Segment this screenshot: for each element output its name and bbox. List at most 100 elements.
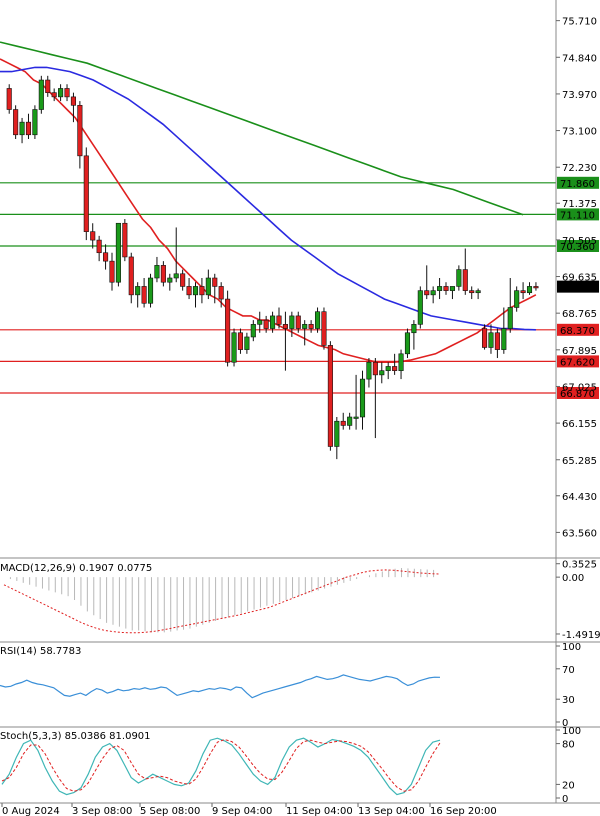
candle-body	[327, 345, 333, 447]
stoch-title: Stoch(5,3,3) 85.0386 81.0901	[0, 731, 151, 742]
price-level-label: 66.870	[560, 389, 595, 400]
candle-body	[430, 290, 436, 296]
candle-body	[212, 277, 218, 287]
candle-body	[257, 319, 263, 325]
candle-body	[308, 324, 314, 329]
candle-body	[6, 88, 12, 110]
candle-body	[96, 239, 102, 254]
ma-blue-line	[0, 66, 536, 331]
candle-body	[147, 277, 154, 304]
price-tick-label: 70.505	[562, 236, 597, 247]
price-tick-label: 74.840	[562, 53, 597, 64]
candle-body	[90, 231, 96, 241]
candle-body	[443, 286, 449, 291]
price-level-tag	[557, 323, 599, 336]
candle-body	[19, 121, 25, 136]
candle-body	[417, 290, 423, 325]
price-level-tag	[557, 208, 599, 221]
candle-body	[302, 324, 308, 329]
rsi-tick-label: 100	[562, 642, 581, 653]
candle-body	[449, 286, 455, 291]
candle-body	[411, 324, 417, 334]
stoch-panel: Stoch(5,3,3) 85.0386 81.0901	[0, 731, 441, 796]
price-level-label: 70.360	[560, 242, 595, 253]
candle-body	[83, 155, 89, 232]
price-level-label: 68.370	[560, 326, 595, 337]
price-tick-label: 73.970	[562, 90, 597, 101]
time-tick-label: 9 Sep 04:00	[212, 806, 272, 816]
candle-body	[482, 328, 488, 348]
candle-body	[115, 222, 121, 283]
price-level-tag	[557, 386, 599, 399]
candle-body	[456, 269, 462, 287]
price-level-tag	[557, 355, 599, 368]
candle-body	[379, 370, 385, 376]
stoch-tick-label: 0	[562, 794, 568, 805]
candle-body	[51, 92, 57, 98]
candle-body	[475, 290, 481, 294]
price-tick-label: 73.100	[562, 127, 597, 138]
candle-body	[13, 109, 19, 136]
candle-body	[141, 286, 147, 304]
candle-body	[404, 332, 411, 355]
price-level-tag	[557, 239, 599, 252]
candle-body	[321, 311, 327, 346]
candle-body	[160, 265, 166, 283]
stoch-k-line	[1, 737, 441, 796]
time-tick-label: 13 Sep 04:00	[358, 806, 425, 816]
candle-body	[244, 336, 250, 350]
candle-body	[334, 420, 340, 447]
candle-body	[366, 361, 372, 380]
candle-body	[58, 88, 64, 98]
candle-body	[501, 328, 507, 350]
price-level-label: 67.620	[560, 357, 595, 368]
candle-body	[520, 290, 526, 294]
price-tick-label: 68.765	[562, 309, 597, 320]
rsi-title: RSI(14) 58.7783	[0, 646, 81, 657]
candle-body	[205, 277, 211, 296]
candle-body	[77, 105, 83, 157]
candle-body	[462, 269, 468, 291]
macd-tick-label: -1.4919	[562, 630, 600, 641]
candle-body	[392, 366, 398, 371]
candle-body	[135, 286, 141, 296]
candle-body	[263, 319, 269, 329]
candle-body	[359, 378, 366, 418]
stoch-tick-label: 80	[562, 740, 575, 751]
price-tick-label: 65.285	[562, 456, 597, 467]
candle-body	[353, 416, 359, 419]
price-tick-label: 63.560	[562, 528, 597, 539]
rsi-tick-label: 0	[562, 718, 568, 729]
stoch-d-line	[1, 738, 441, 792]
rsi-panel: RSI(14) 58.7783	[0, 646, 441, 699]
candle-body	[526, 286, 533, 294]
price-level-label: 71.860	[560, 179, 595, 190]
price-tick-label: 66.155	[562, 419, 597, 430]
time-tick-label: 3 Sep 08:00	[72, 806, 132, 816]
candle-body	[237, 332, 244, 350]
macd-tick-label: 0.3525	[562, 560, 597, 571]
candle-body	[192, 286, 199, 296]
macd-signal-line	[3, 569, 441, 634]
time-tick-label: 5 Sep 08:00	[140, 806, 200, 816]
candle-body	[167, 277, 173, 283]
candle-body	[507, 307, 513, 329]
candle-body	[282, 324, 288, 329]
candle-body	[469, 290, 475, 294]
price-tick-label: 67.025	[562, 382, 597, 393]
candle-body	[128, 256, 134, 296]
candle-body	[70, 96, 76, 106]
candle-body	[514, 290, 520, 308]
candle-body	[437, 286, 443, 291]
candle-body	[186, 286, 192, 296]
macd-title: MACD(12,26,9) 0.1907 0.0775	[0, 563, 152, 574]
time-tick-label: 0 Aug 2024	[2, 806, 60, 816]
macd-panel: MACD(12,26,9) 0.1907 0.0775	[0, 563, 441, 634]
candle-body	[180, 273, 186, 287]
candle-body	[295, 315, 301, 329]
macd-tick-label: 0.00	[562, 573, 584, 584]
price-tick-label: 69.635	[562, 273, 597, 284]
rsi-tick-label: 70	[562, 665, 575, 676]
current-price-label: 69.395	[560, 283, 595, 294]
